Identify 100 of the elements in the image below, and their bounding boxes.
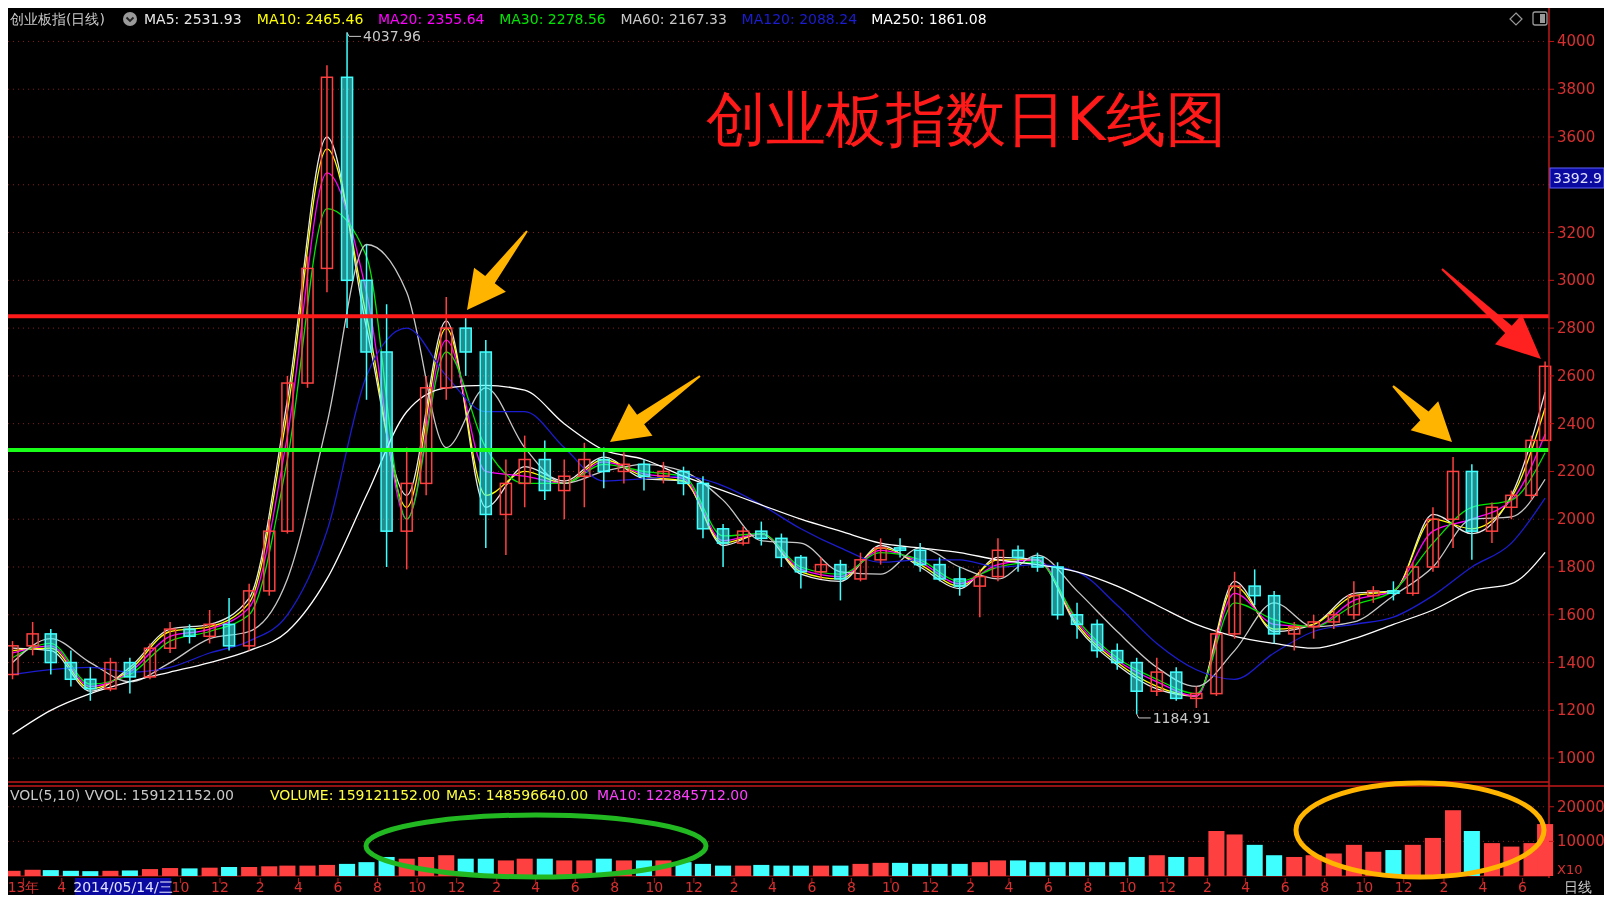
- candlestick: [1051, 561, 1064, 621]
- bar: [1226, 834, 1243, 876]
- text: MA60: 2167.33: [620, 11, 727, 27]
- x-tick-label: 2: [1202, 879, 1212, 895]
- annotation: VOLUME: 159121152.00: [270, 787, 441, 803]
- x-tick-label: 4: [1004, 879, 1014, 895]
- line-series: [11, 384, 1546, 735]
- candlestick: [1210, 628, 1223, 697]
- x-tick-label: 4: [767, 879, 777, 895]
- bar: [1424, 837, 1441, 876]
- candlestick: [518, 434, 531, 509]
- bar: [1246, 844, 1263, 876]
- bar: [989, 860, 1006, 876]
- candlestick: [1406, 561, 1420, 597]
- x-tick-label: 2: [255, 879, 265, 895]
- annotation: 1184.91: [1152, 709, 1211, 726]
- bar: [299, 865, 316, 876]
- x-tick-label: 4: [57, 879, 67, 895]
- text: 3392.9: [1553, 170, 1602, 186]
- candlestick: [1228, 571, 1241, 640]
- candlestick: [1446, 456, 1460, 549]
- candlestick: [637, 458, 651, 492]
- candlestick: [1150, 657, 1164, 697]
- bar: [1010, 860, 1027, 876]
- x-tick-label: 10: [1355, 879, 1374, 895]
- candlestick: [1248, 568, 1261, 606]
- candlestick: [578, 442, 591, 509]
- y-tick-label: 2400: [1557, 414, 1596, 433]
- x-tick-label: 8: [1083, 879, 1093, 895]
- text: 日线: [1564, 879, 1592, 895]
- x-tick-label: 8: [1320, 879, 1330, 895]
- x-tick-label: 2: [729, 879, 739, 895]
- x-tick-label: 4: [293, 879, 303, 895]
- text: MA120: 2088.24: [741, 11, 858, 27]
- bar: [62, 870, 79, 876]
- candlestick: [1387, 580, 1400, 602]
- candlestick: [775, 532, 788, 568]
- x-tick-label: 10: [882, 879, 900, 895]
- bar: [1266, 855, 1283, 876]
- bar: [912, 863, 929, 876]
- candlestick: [1070, 602, 1084, 640]
- candlestick: [459, 315, 472, 377]
- x-tick-label: 4: [1478, 879, 1488, 895]
- x-tick-label: 12: [684, 879, 703, 895]
- x-tick-label: 12: [211, 879, 229, 895]
- x-tick-label: 10: [408, 879, 426, 895]
- candlestick: [1267, 590, 1281, 645]
- chart-subtitle: 创业板指(日线): [10, 11, 105, 27]
- bar: [181, 868, 198, 876]
- text: MA30: 2278.56: [499, 11, 606, 27]
- bar: [1445, 810, 1462, 876]
- x-tick-label: 6: [807, 879, 817, 895]
- bar: [279, 865, 296, 876]
- text: MA250: 1861.08: [871, 11, 987, 27]
- y-tick-label: 3600: [1557, 128, 1596, 146]
- bar: [1089, 862, 1106, 876]
- y-tick-label: 1600: [1557, 605, 1596, 624]
- x-tick-label: 10: [1118, 879, 1137, 895]
- candlestick: [794, 554, 808, 590]
- bar: [1148, 855, 1165, 876]
- bar: [852, 863, 869, 876]
- bar: [792, 865, 809, 876]
- bar: [1049, 862, 1066, 876]
- bar: [24, 869, 41, 876]
- candlestick: [973, 568, 987, 618]
- bar: [1128, 856, 1145, 876]
- candlestick: [617, 451, 631, 485]
- candlestick: [854, 551, 867, 583]
- x-tick-label: 6: [1044, 879, 1054, 895]
- bar: [162, 868, 179, 876]
- text: 创业板指数日K线图: [706, 84, 1226, 154]
- bar: [735, 865, 752, 876]
- bar: [221, 867, 238, 876]
- candlestick: [874, 537, 887, 566]
- candlestick: [736, 525, 750, 547]
- x-tick-label: 2: [492, 879, 502, 895]
- y-tick-label: 3800: [1557, 80, 1596, 99]
- y-tick-label: 1400: [1557, 653, 1596, 672]
- candlestick: [320, 64, 334, 294]
- y-tick-label: 1200: [1557, 701, 1596, 720]
- candlestick: [755, 520, 768, 547]
- candlestick: [1347, 580, 1361, 621]
- x-tick-label: 8: [610, 879, 620, 895]
- bar: [82, 871, 99, 876]
- x-tick-label: 12: [1158, 879, 1177, 895]
- candlestick: [26, 621, 39, 657]
- candlestick: [143, 642, 157, 681]
- y-tick-label: 1000: [1557, 749, 1596, 768]
- candlestick: [696, 475, 710, 540]
- text: MA5: 2531.93: [144, 11, 242, 27]
- bar: [261, 866, 278, 876]
- x-tick-label: 13年: [7, 879, 40, 895]
- bar: [141, 869, 159, 876]
- bar: [892, 862, 909, 876]
- candlestick: [538, 439, 552, 501]
- candlestick: [1327, 609, 1341, 630]
- candlestick: [360, 243, 373, 401]
- x-tick-label: 12: [1394, 879, 1413, 895]
- candlestick: [380, 303, 393, 568]
- bar: [1109, 862, 1126, 876]
